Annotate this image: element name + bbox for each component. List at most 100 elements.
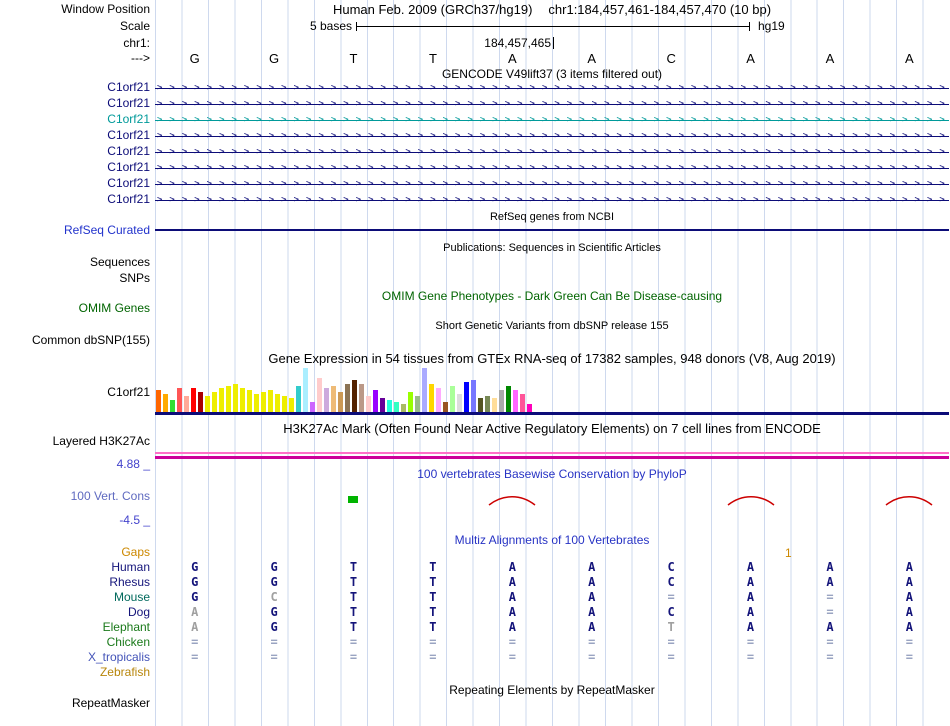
- gencode-transcript-line[interactable]: >>>>>>>>>>>>>>>>>>>>>>>>>>>>>>>>>>>>>>>>…: [155, 112, 949, 128]
- layered-h3k27ac-label[interactable]: Layered H3K27Ac: [52, 434, 150, 448]
- gtex-expression-bar[interactable]: [261, 392, 266, 412]
- gtex-expression-bar[interactable]: [240, 388, 245, 412]
- phylop-signal-track[interactable]: [155, 488, 949, 518]
- gtex-expression-bar[interactable]: [366, 396, 371, 412]
- gtex-expression-bar[interactable]: [191, 388, 196, 412]
- gencode-transcript-label[interactable]: C1orf21: [107, 80, 150, 94]
- gencode-transcript-label[interactable]: C1orf21: [107, 160, 150, 174]
- gtex-expression-bar[interactable]: [282, 396, 287, 412]
- refseq-curated-transcript[interactable]: [155, 229, 949, 231]
- gencode-transcript-line[interactable]: >>>>>>>>>>>>>>>>>>>>>>>>>>>>>>>>>>>>>>>>…: [155, 160, 949, 176]
- gtex-expression-bar[interactable]: [254, 394, 259, 412]
- gtex-expression-bar[interactable]: [226, 386, 231, 412]
- gtex-expression-bar[interactable]: [331, 386, 336, 412]
- window-position-range: chr1:184,457,461-184,457,470 (10 bp): [548, 2, 772, 17]
- gtex-expression-bar[interactable]: [310, 402, 315, 412]
- gtex-expression-bar[interactable]: [233, 384, 238, 412]
- gtex-expression-bar[interactable]: [177, 388, 182, 412]
- gtex-expression-bar[interactable]: [345, 384, 350, 412]
- snps-label[interactable]: SNPs: [119, 271, 150, 285]
- species-label[interactable]: Elephant: [102, 620, 150, 634]
- species-label[interactable]: Chicken: [106, 635, 150, 649]
- gtex-expression-bar[interactable]: [520, 394, 525, 412]
- gencode-transcript-line[interactable]: >>>>>>>>>>>>>>>>>>>>>>>>>>>>>>>>>>>>>>>>…: [155, 144, 949, 160]
- species-label[interactable]: Human: [111, 560, 150, 574]
- omim-genes-label[interactable]: OMIM Genes: [78, 301, 150, 315]
- repeatmasker-label[interactable]: RepeatMasker: [71, 696, 150, 710]
- gencode-transcript-label[interactable]: C1orf21: [107, 192, 150, 206]
- gtex-expression-bar[interactable]: [352, 380, 357, 412]
- alignment-base: A: [588, 575, 596, 589]
- gtex-expression-bar[interactable]: [359, 384, 364, 412]
- gtex-expression-bar[interactable]: [296, 386, 301, 412]
- track-display-area[interactable]: Human Feb. 2009 (GRCh37/hg19) chr1:184,4…: [155, 0, 949, 726]
- gtex-expression-bar[interactable]: [324, 388, 329, 412]
- gencode-transcript-line[interactable]: >>>>>>>>>>>>>>>>>>>>>>>>>>>>>>>>>>>>>>>>…: [155, 80, 949, 96]
- gtex-expression-bar[interactable]: [198, 392, 203, 412]
- gtex-expression-bar[interactable]: [492, 398, 497, 412]
- gtex-expression-bar[interactable]: [156, 390, 161, 412]
- gtex-expression-bar[interactable]: [212, 392, 217, 412]
- gtex-expression-bar[interactable]: [275, 394, 280, 412]
- gtex-expression-bar[interactable]: [163, 394, 168, 412]
- gtex-expression-bar[interactable]: [247, 390, 252, 412]
- gtex-expression-bar[interactable]: [464, 382, 469, 412]
- alignment-base: [552, 545, 631, 560]
- gtex-expression-bar[interactable]: [387, 400, 392, 412]
- species-label[interactable]: Zebrafish: [99, 665, 150, 679]
- species-label[interactable]: Mouse: [113, 590, 150, 604]
- gtex-expression-bar[interactable]: [338, 392, 343, 412]
- gtex-expression-bar[interactable]: [205, 396, 210, 412]
- gencode-transcript-line[interactable]: >>>>>>>>>>>>>>>>>>>>>>>>>>>>>>>>>>>>>>>>…: [155, 192, 949, 208]
- gtex-expression-bar[interactable]: [268, 390, 273, 412]
- gtex-expression-bar[interactable]: [408, 392, 413, 412]
- gtex-expression-bar[interactable]: [170, 400, 175, 412]
- gtex-expression-bar[interactable]: [450, 386, 455, 412]
- refseq-curated-label[interactable]: RefSeq Curated: [63, 223, 150, 237]
- sequences-label[interactable]: Sequences: [89, 255, 150, 269]
- gtex-expression-bar[interactable]: [478, 398, 483, 412]
- gencode-transcript-line[interactable]: >>>>>>>>>>>>>>>>>>>>>>>>>>>>>>>>>>>>>>>>…: [155, 96, 949, 112]
- gencode-transcript-line[interactable]: >>>>>>>>>>>>>>>>>>>>>>>>>>>>>>>>>>>>>>>>…: [155, 176, 949, 192]
- gtex-expression-bar[interactable]: [415, 396, 420, 412]
- gtex-expression-bar[interactable]: [485, 396, 490, 412]
- common-dbsnp-label[interactable]: Common dbSNP(155): [31, 333, 150, 347]
- alignment-base: T: [349, 590, 358, 604]
- gtex-expression-bar[interactable]: [471, 380, 476, 412]
- gtex-expression-bar[interactable]: [184, 396, 189, 412]
- gtex-expression-bar[interactable]: [429, 384, 434, 412]
- gtex-expression-bar[interactable]: [373, 390, 378, 412]
- gtex-expression-bar[interactable]: [219, 388, 224, 412]
- gtex-expression-bar[interactable]: [317, 378, 322, 412]
- vert-cons-label[interactable]: 100 Vert. Cons: [70, 489, 150, 503]
- gtex-expression-bar[interactable]: [303, 368, 308, 412]
- gencode-transcript-label[interactable]: C1orf21: [107, 144, 150, 158]
- gencode-transcript-label[interactable]: C1orf21: [107, 176, 150, 190]
- species-label[interactable]: Rhesus: [109, 575, 150, 589]
- gtex-expression-bar[interactable]: [436, 388, 441, 412]
- alignment-base: [790, 665, 869, 680]
- gencode-transcript-label[interactable]: C1orf21: [107, 128, 150, 142]
- gtex-expression-bar[interactable]: [499, 390, 504, 412]
- gencode-transcript-label[interactable]: C1orf21: [107, 96, 150, 110]
- gencode-transcript-line[interactable]: >>>>>>>>>>>>>>>>>>>>>>>>>>>>>>>>>>>>>>>>…: [155, 128, 949, 144]
- gtex-expression-bar[interactable]: [513, 390, 518, 412]
- species-label[interactable]: Gaps: [121, 545, 150, 559]
- gtex-expression-bar[interactable]: [527, 404, 532, 412]
- gencode-transcript-label[interactable]: C1orf21: [107, 112, 150, 126]
- gtex-expression-bar[interactable]: [289, 398, 294, 412]
- species-label[interactable]: X_tropicalis: [87, 650, 150, 664]
- gtex-expression-bar[interactable]: [422, 368, 427, 412]
- gtex-expression-bar[interactable]: [394, 402, 399, 412]
- gtex-expression-bar[interactable]: [443, 402, 448, 412]
- reference-base: G: [269, 51, 280, 66]
- h3k27ac-signal-line-upper[interactable]: [155, 452, 949, 454]
- gtex-expression-bar[interactable]: [380, 398, 385, 412]
- gtex-gene-label[interactable]: C1orf21: [107, 385, 150, 399]
- species-label[interactable]: Dog: [127, 605, 150, 619]
- h3k27ac-signal-line-lower[interactable]: [155, 456, 949, 459]
- alignment-base: A: [746, 605, 755, 619]
- gtex-expression-bar[interactable]: [506, 386, 511, 412]
- gtex-expression-bar[interactable]: [401, 404, 406, 412]
- gtex-expression-bar[interactable]: [457, 394, 462, 412]
